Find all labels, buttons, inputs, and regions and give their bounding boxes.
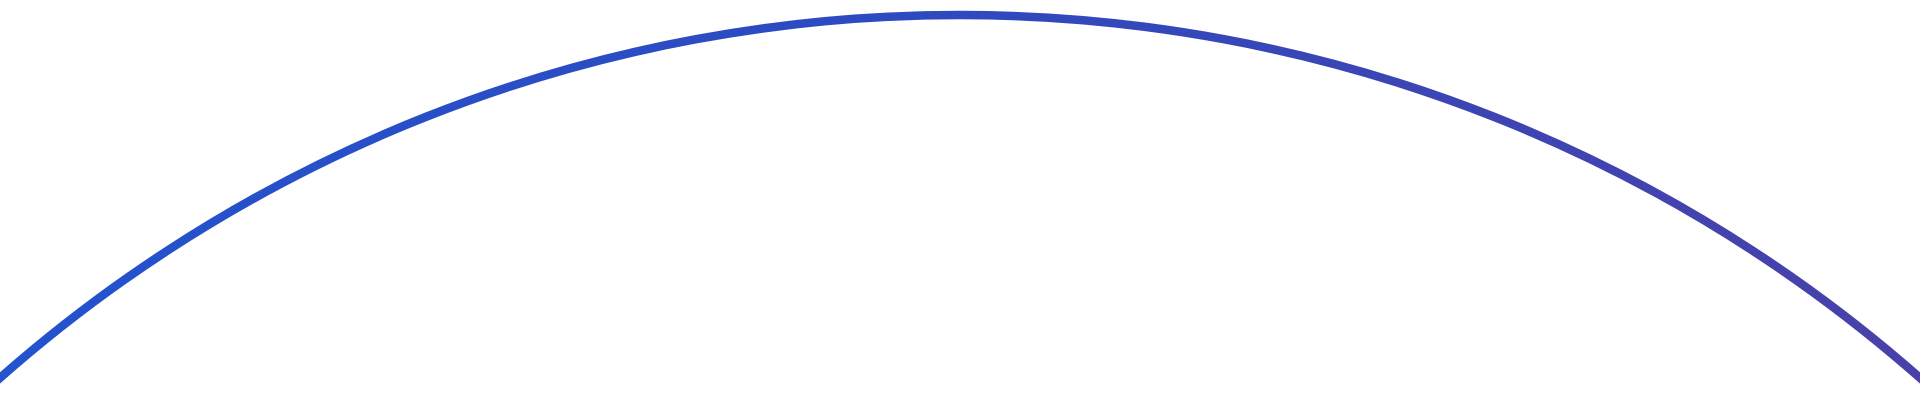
curve-arc <box>0 11 1920 385</box>
